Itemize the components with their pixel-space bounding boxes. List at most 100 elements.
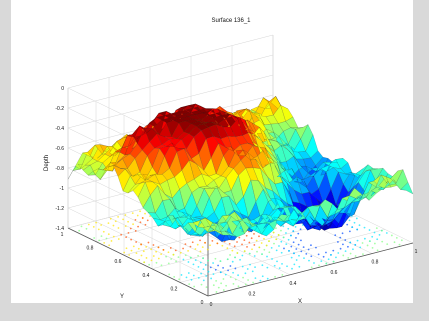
contour-segment bbox=[92, 226, 95, 228]
contour-segment bbox=[368, 229, 371, 231]
contour-segment bbox=[288, 249, 290, 252]
contour-segment bbox=[371, 246, 374, 249]
contour-segment bbox=[334, 234, 337, 237]
contour-segment bbox=[200, 272, 203, 275]
contour-segment bbox=[290, 256, 293, 259]
contour-segment bbox=[297, 232, 300, 235]
contour-segment bbox=[347, 256, 350, 259]
contour-segment bbox=[202, 279, 205, 282]
contour-segment bbox=[197, 277, 200, 279]
contour-segment bbox=[125, 236, 128, 239]
contour-segment bbox=[225, 284, 228, 287]
gridline-back-wall bbox=[67, 74, 274, 129]
contour-segment bbox=[210, 277, 213, 280]
contour-segment bbox=[172, 253, 175, 256]
contour-segment bbox=[105, 237, 108, 240]
contour-segment bbox=[100, 224, 103, 226]
contour-segment bbox=[390, 234, 393, 237]
contour-segment bbox=[222, 289, 225, 291]
contour-segment bbox=[400, 239, 403, 242]
contour-segment bbox=[358, 224, 361, 227]
contour-segment bbox=[142, 250, 145, 253]
contour-segment bbox=[196, 243, 199, 246]
contour-segment bbox=[212, 262, 214, 264]
contour-segment bbox=[300, 250, 303, 253]
contour-segment bbox=[130, 249, 133, 252]
contour-segment bbox=[107, 222, 110, 225]
contour-segment bbox=[292, 241, 295, 244]
contour-segment bbox=[261, 253, 263, 256]
contour-segment bbox=[280, 229, 282, 232]
contour-segment bbox=[253, 244, 256, 246]
contour-segment bbox=[234, 256, 236, 259]
contour-segment bbox=[231, 260, 234, 263]
contour-segment bbox=[238, 236, 241, 239]
contour-segment bbox=[80, 225, 83, 228]
contour-segment bbox=[124, 225, 127, 227]
contour-segment bbox=[252, 281, 254, 284]
contour-segment bbox=[132, 223, 134, 226]
contour-segment bbox=[201, 246, 204, 249]
contour-segment bbox=[349, 252, 352, 255]
contour-segment bbox=[78, 229, 81, 232]
x-tick-label: 0 bbox=[210, 302, 213, 308]
contour-segment bbox=[150, 259, 153, 262]
contour-segment bbox=[185, 276, 188, 279]
contour-segment bbox=[122, 218, 124, 221]
contour-segment bbox=[325, 251, 327, 254]
contour-segment bbox=[130, 238, 133, 241]
contour-segment bbox=[277, 234, 280, 236]
contour-segment bbox=[184, 243, 187, 246]
contour-segment bbox=[199, 261, 202, 264]
contour-segment bbox=[295, 237, 297, 239]
contour-segment bbox=[202, 268, 205, 271]
contour-segment bbox=[197, 265, 200, 268]
contour-segment bbox=[200, 283, 203, 286]
x-axis-label: X bbox=[298, 299, 302, 305]
contour-segment bbox=[147, 241, 150, 244]
contour-segment bbox=[278, 245, 280, 247]
contour-segment bbox=[178, 278, 181, 281]
contour-segment bbox=[197, 254, 199, 257]
contour-segment bbox=[337, 241, 339, 243]
contour-segment bbox=[157, 246, 160, 249]
contour-segment bbox=[244, 283, 247, 286]
contour-segment bbox=[120, 233, 123, 236]
z-tick-label: -0.2 bbox=[55, 106, 64, 112]
contour-segment bbox=[175, 260, 178, 263]
contour-segment bbox=[317, 253, 320, 256]
z-tick-label: 0 bbox=[61, 86, 64, 92]
contour-segment bbox=[376, 249, 379, 252]
contour-segment bbox=[275, 227, 277, 230]
contour-segment bbox=[378, 234, 381, 236]
x-axis-line bbox=[207, 242, 414, 297]
contour-segment bbox=[165, 255, 168, 258]
contour-segment bbox=[232, 271, 234, 274]
contour-segment bbox=[237, 285, 240, 288]
surface-facet bbox=[400, 182, 414, 195]
contour-segment bbox=[344, 250, 347, 253]
contour-segment bbox=[207, 270, 210, 273]
contour-segment bbox=[190, 278, 193, 281]
contour-segment bbox=[214, 268, 217, 271]
contour-segment bbox=[348, 230, 351, 233]
contour-segment bbox=[339, 236, 342, 239]
contour-segment bbox=[150, 248, 153, 251]
contour-segment bbox=[219, 260, 222, 263]
contour-segment bbox=[272, 231, 275, 234]
contour-segment bbox=[173, 275, 176, 278]
contour-segment bbox=[221, 244, 224, 247]
contour-segment bbox=[127, 220, 129, 223]
contour-segment bbox=[325, 262, 328, 265]
contour-segment bbox=[245, 234, 248, 237]
contour-segment bbox=[211, 240, 214, 242]
contour-segment bbox=[241, 265, 244, 268]
contour-segment bbox=[373, 242, 376, 245]
contour-segment bbox=[135, 241, 138, 243]
contour-segment bbox=[144, 223, 147, 226]
contour-segment bbox=[344, 239, 347, 241]
contour-segment bbox=[138, 258, 141, 261]
contour-segment bbox=[109, 217, 112, 220]
contour-segment bbox=[160, 264, 163, 267]
contour-segment bbox=[145, 245, 148, 248]
